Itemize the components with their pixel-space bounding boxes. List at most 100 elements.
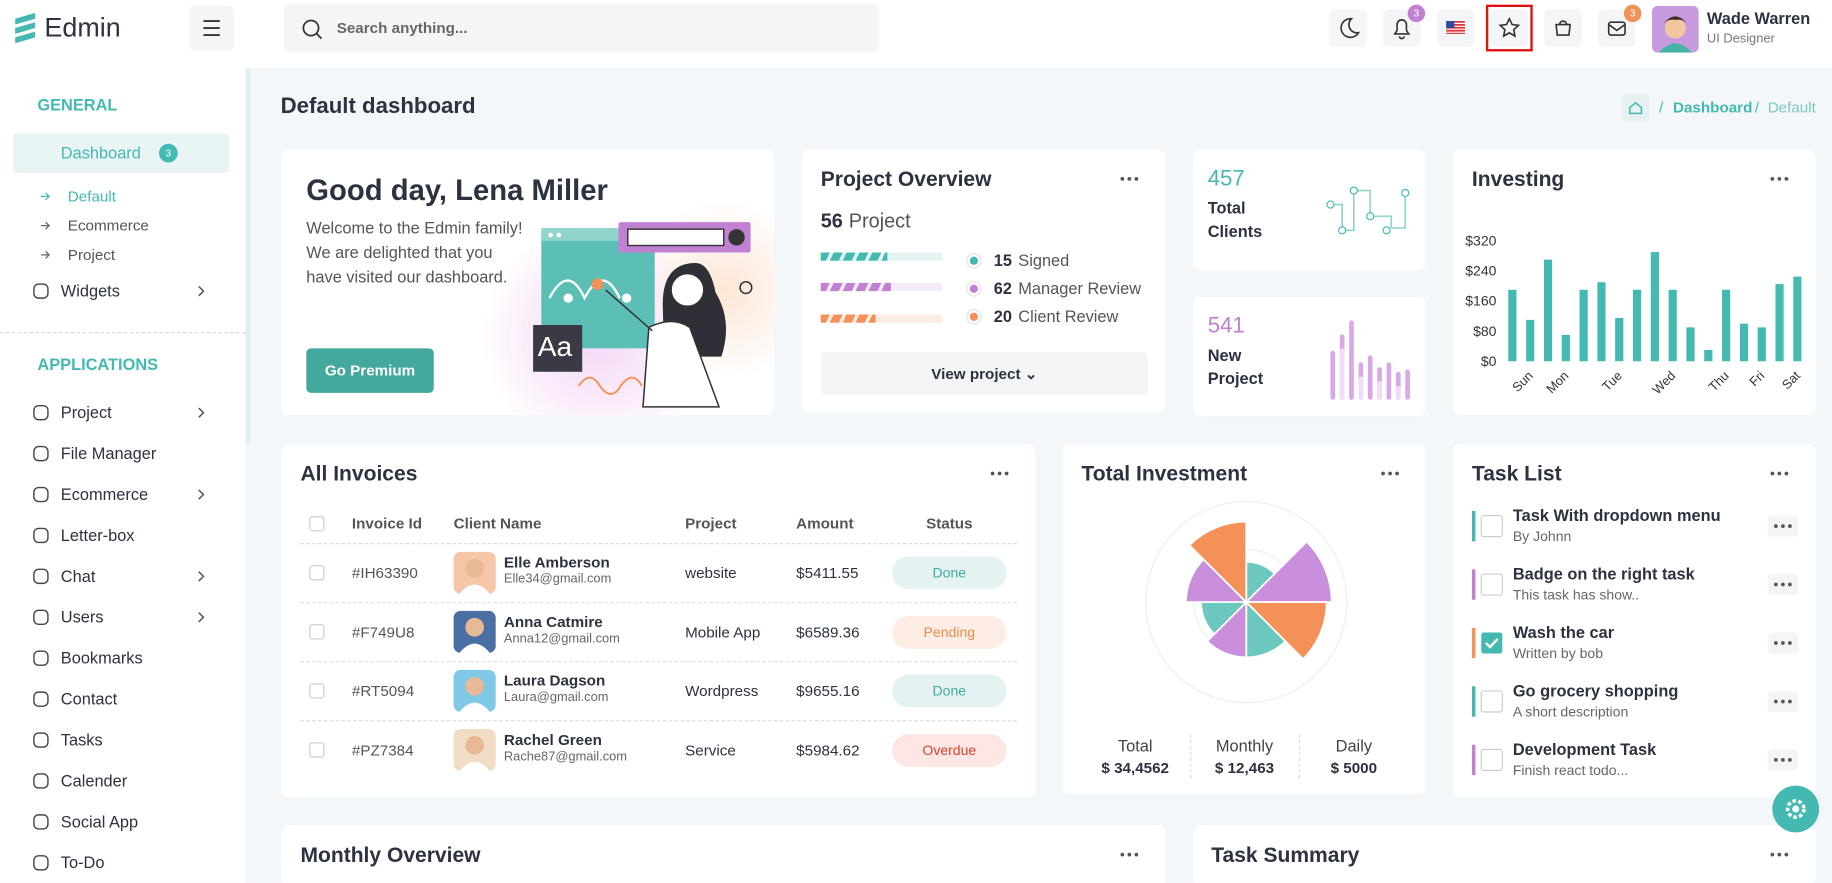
bar xyxy=(1739,323,1749,362)
menu-button[interactable] xyxy=(189,5,234,51)
more-dot xyxy=(1774,524,1778,528)
premium-button[interactable]: Go Premium xyxy=(306,348,434,393)
more-dot xyxy=(1788,699,1792,704)
language[interactable] xyxy=(1436,9,1475,47)
menu-item[interactable]: Letter-box xyxy=(60,525,135,545)
task-checkbox xyxy=(1480,690,1503,713)
more-dot xyxy=(1004,471,1009,476)
bar xyxy=(1597,282,1606,362)
stat-card-value: 457 xyxy=(1207,166,1245,192)
invoice-amount: $9655.16 xyxy=(796,681,860,700)
more-dot xyxy=(1134,852,1139,857)
bar xyxy=(1757,327,1766,362)
welcome-text: have visited our dashboard. xyxy=(306,267,508,286)
more-dot xyxy=(1777,471,1782,476)
x-tick-label: Thu xyxy=(1705,368,1731,394)
submenu-arrow xyxy=(40,221,51,230)
menu-item[interactable]: Contact xyxy=(60,689,118,709)
summary-label: Monthly xyxy=(1215,736,1274,755)
breadcrumb-home[interactable] xyxy=(1621,93,1650,122)
x-tick-label: Sun xyxy=(1509,368,1536,395)
bar xyxy=(1543,259,1553,362)
submenu-item[interactable]: Default xyxy=(67,187,116,205)
invoice-project: Service xyxy=(685,740,736,759)
menu-item[interactable]: Bookmarks xyxy=(60,648,143,668)
menu-item[interactable]: Chat xyxy=(60,566,96,586)
breadcrumb-item: Default xyxy=(1767,98,1816,116)
chevron xyxy=(198,571,205,582)
client-email: Rache87@gmail.com xyxy=(503,749,628,764)
chevron xyxy=(198,612,205,623)
more-dot xyxy=(1774,582,1778,587)
menu-item[interactable]: Tasks xyxy=(60,730,103,749)
invoice-amount: $6589.36 xyxy=(796,622,860,641)
menu-item[interactable]: File Manager xyxy=(60,443,157,463)
bookmark-star[interactable] xyxy=(1490,9,1529,47)
menu-icon xyxy=(33,773,49,789)
polar-segment xyxy=(1188,520,1248,605)
more-dot xyxy=(1770,177,1775,181)
x-tick-label: Fri xyxy=(1746,368,1767,389)
avatar-body xyxy=(459,761,490,772)
search-placeholder: Search anything... xyxy=(336,18,468,37)
project-count: 56 xyxy=(820,210,843,233)
task-title[interactable]: Wash the car xyxy=(1512,622,1615,642)
menu-item[interactable]: Dashboard xyxy=(60,143,141,163)
checkbox xyxy=(309,742,325,758)
checkbox xyxy=(309,565,325,581)
menu-item[interactable]: To-Do xyxy=(60,852,105,872)
breadcrumb-item[interactable]: Dashboard xyxy=(1672,98,1753,116)
menu-icon xyxy=(33,283,49,299)
menu-item[interactable]: Calender xyxy=(60,771,128,790)
theme-toggle[interactable] xyxy=(1329,9,1367,47)
checkbox xyxy=(309,683,325,699)
card-title: Task Summary xyxy=(1211,843,1360,867)
search-box[interactable] xyxy=(284,3,880,53)
avatar-body xyxy=(459,584,490,594)
task-title[interactable]: Development Task xyxy=(1512,739,1657,759)
settings-button[interactable] xyxy=(1772,785,1820,833)
task-title[interactable]: Badge on the right task xyxy=(1512,564,1695,583)
menu-item[interactable]: Widgets xyxy=(60,281,120,300)
column-header: Project xyxy=(685,514,737,533)
summary-value: $ 34,4562 xyxy=(1101,758,1170,777)
more-dot xyxy=(1395,471,1399,476)
button-label: View project xyxy=(931,364,1021,383)
notification-badge: 3 xyxy=(1407,4,1426,23)
status-pill: Overdue xyxy=(892,733,1007,767)
sidebar-section-title: APPLICATIONS xyxy=(37,354,159,374)
menu-icon xyxy=(33,445,49,462)
task-title[interactable]: Task With dropdown menu xyxy=(1512,505,1721,525)
task-title[interactable]: Go grocery shopping xyxy=(1512,681,1679,700)
active-item xyxy=(12,133,230,174)
user-avatar xyxy=(1651,5,1699,53)
summary-label: Daily xyxy=(1335,736,1373,755)
investing-card xyxy=(1453,149,1816,416)
bar xyxy=(1793,276,1802,362)
sidebar-scrollbar xyxy=(245,67,251,445)
menu-item[interactable]: Ecommerce xyxy=(60,484,149,504)
progress-track xyxy=(820,314,943,323)
task-checkbox xyxy=(1480,573,1503,596)
y-tick-label: $240 xyxy=(1465,263,1496,279)
column-header: Invoice Id xyxy=(351,514,423,533)
bar xyxy=(1686,327,1695,362)
card-title: Monthly Overview xyxy=(300,843,481,867)
client-email: Anna12@gmail.com xyxy=(503,631,620,646)
menu-item[interactable]: Project xyxy=(60,402,112,422)
avatar-body xyxy=(459,702,490,712)
user-role: UI Designer xyxy=(1706,32,1775,47)
menu-item[interactable]: Users xyxy=(60,607,104,627)
stat-card-label: Total xyxy=(1207,198,1246,217)
submenu-item[interactable]: Project xyxy=(67,245,116,264)
more-dot xyxy=(1781,758,1785,762)
cart[interactable] xyxy=(1544,9,1582,47)
submenu-item[interactable]: Ecommerce xyxy=(67,216,149,235)
task-checkbox xyxy=(1480,748,1503,772)
view-project-button[interactable]: View project ⌄ xyxy=(820,351,1149,396)
checkbox xyxy=(309,624,325,640)
stat-label: Signed xyxy=(1018,250,1070,270)
sidebar-section-title: GENERAL xyxy=(37,95,118,115)
menu-item[interactable]: Social App xyxy=(60,812,139,831)
task-summary-card xyxy=(1193,825,1816,883)
